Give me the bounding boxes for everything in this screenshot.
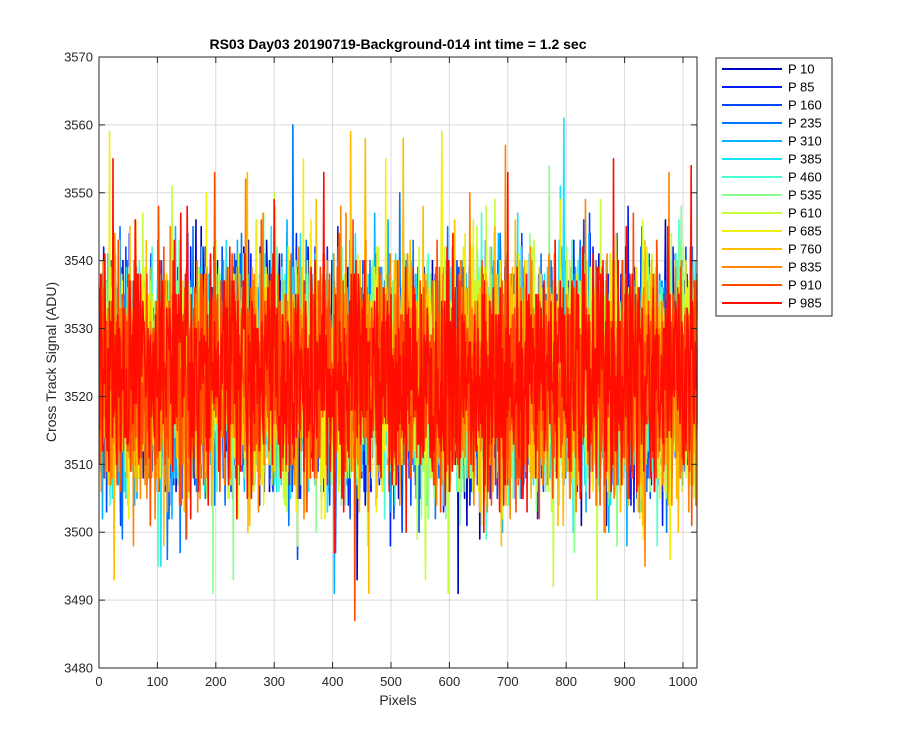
x-tick-label: 900	[614, 674, 636, 689]
series-lines	[98, 117, 698, 622]
y-tick-label: 3540	[64, 253, 93, 268]
legend-entry-label: P 610	[788, 206, 822, 221]
y-tick-label: 3530	[64, 321, 93, 336]
x-tick-label: 400	[322, 674, 344, 689]
x-tick-label: 800	[555, 674, 577, 689]
x-axis-label: Pixels	[379, 692, 416, 708]
legend-entry-label: P 235	[788, 116, 822, 131]
series-line-p985	[98, 158, 698, 554]
x-tick-label: 100	[147, 674, 169, 689]
legend-entry-label: P 835	[788, 260, 822, 275]
axes-box	[98, 56, 698, 669]
x-tick-label: 200	[205, 674, 227, 689]
x-tick-label: 700	[497, 674, 519, 689]
y-axis-label: Cross Track Signal (ADU)	[43, 282, 59, 442]
y-tick-label: 3520	[64, 389, 93, 404]
legend-entry-label: P 910	[788, 278, 822, 293]
legend: P 10 P 85 P 160 P 235 P 310 P 385 P 460 P 535 P …	[715, 57, 833, 317]
legend-entry-label: P 10	[788, 62, 815, 77]
chart-title: RS03 Day03 20190719-Background-014 int t…	[209, 36, 586, 52]
legend-entry-label: P 535	[788, 188, 822, 203]
legend-entry-label: P 85	[788, 80, 815, 95]
y-tick-label: 3490	[64, 593, 93, 608]
x-tick-label: 0	[95, 674, 102, 689]
legend-entry-label: P 310	[788, 134, 822, 149]
axis-ticks: 0 100 200 300 400 500 600 700 800 900 1000 3480 3490…	[64, 50, 697, 690]
legend-entry-label: P 160	[788, 98, 822, 113]
legend-entry-label: P 460	[788, 170, 822, 185]
x-tick-label: 1000	[669, 674, 698, 689]
legend-box	[715, 57, 833, 317]
legend-entry-label: P 385	[788, 152, 822, 167]
x-tick-label: 600	[439, 674, 461, 689]
y-tick-label: 3480	[64, 661, 93, 676]
y-tick-label: 3570	[64, 50, 93, 65]
x-tick-label: 500	[380, 674, 402, 689]
y-tick-label: 3510	[64, 457, 93, 472]
y-tick-label: 3500	[64, 525, 93, 540]
legend-entry-label: P 760	[788, 242, 822, 257]
x-tick-label: 300	[263, 674, 285, 689]
y-tick-label: 3550	[64, 185, 93, 200]
legend-entry-label: P 685	[788, 224, 822, 239]
legend-entry-label: P 985	[788, 296, 822, 311]
y-tick-label: 3560	[64, 117, 93, 132]
